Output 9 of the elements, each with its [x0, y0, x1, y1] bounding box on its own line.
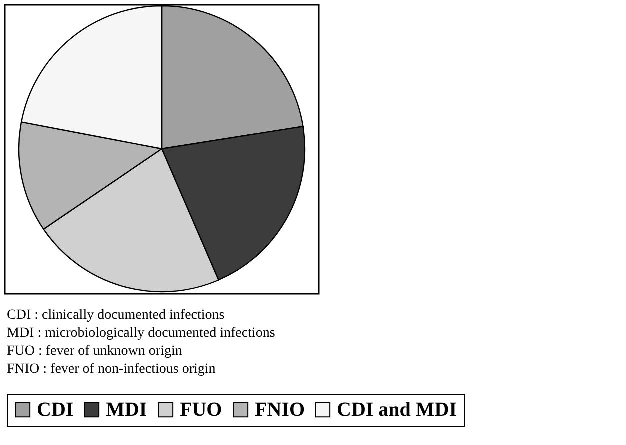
legend-label: MDI	[106, 399, 148, 421]
legend-label: FNIO	[255, 399, 305, 421]
text: FUO : fever of unknown origin	[7, 344, 182, 359]
text: MDI : microbiologically documented infections	[7, 326, 276, 341]
legend-label: CDI	[37, 399, 74, 421]
legend-label: CDI and MDI	[337, 399, 458, 421]
text: CDI : clinically documented infections	[7, 308, 225, 323]
legend-label: FUO	[180, 399, 222, 421]
text: FNIO : fever of non-infectious origin	[7, 362, 216, 377]
